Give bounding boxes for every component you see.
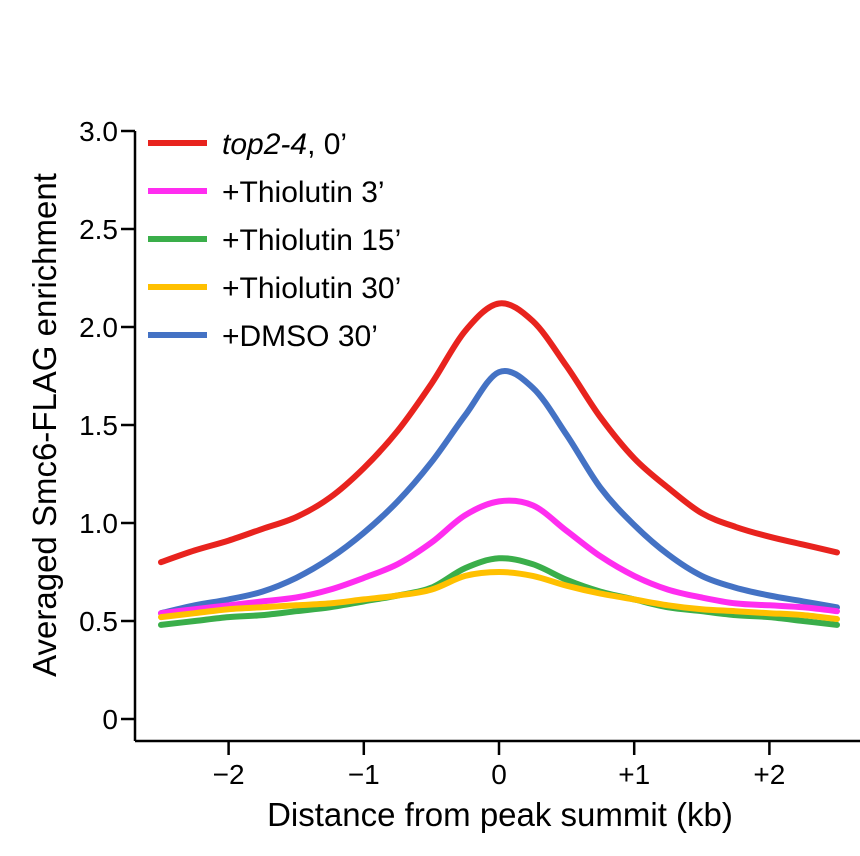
- series-line-dmso-30: [158, 368, 840, 617]
- series-line-top2-4-0: [158, 300, 840, 566]
- y-tick-label: 3.0: [79, 116, 118, 147]
- series-line-thiolutin-30: [158, 569, 840, 622]
- y-tick-label: 2.5: [79, 214, 118, 245]
- x-tick-label: +1: [618, 759, 650, 790]
- y-axis-title: Averaged Smc6-FLAG enrichment: [26, 173, 63, 677]
- legend-label: +Thiolutin 30’: [222, 272, 401, 305]
- x-tick-label: −1: [348, 759, 380, 790]
- series-line-thiolutin-3: [158, 497, 840, 617]
- legend-label: +DMSO 30’: [222, 320, 378, 353]
- series-layer: [158, 300, 840, 628]
- legend-entry: top2-4, 0’: [148, 128, 347, 161]
- legend-entry: +DMSO 30’: [148, 320, 378, 353]
- y-tick-label: 0: [102, 704, 118, 735]
- x-tick-label: 0: [491, 759, 507, 790]
- series-line-thiolutin-15: [158, 555, 840, 628]
- y-tick-label: 1.5: [79, 410, 118, 441]
- y-tick-label: 2.0: [79, 312, 118, 343]
- y-axis-ticks: 0 0.5 1.0 1.5 2.0 2.5 3.0: [79, 116, 135, 735]
- y-tick-label: 0.5: [79, 606, 118, 637]
- legend-entry: +Thiolutin 30’: [148, 272, 401, 305]
- y-tick-label: 1.0: [79, 508, 118, 539]
- legend-label: +Thiolutin 3’: [222, 176, 385, 209]
- x-axis-ticks: −2 −1 0 +1 +2: [213, 741, 785, 790]
- legend-label: top2-4, 0’: [222, 128, 347, 161]
- legend-entry: +Thiolutin 3’: [148, 176, 385, 209]
- legend: top2-4, 0’ +Thiolutin 3’ +Thiolutin 15’ +Th…: [148, 128, 401, 353]
- x-tick-label: +2: [753, 759, 785, 790]
- x-axis-title: Distance from peak summit (kb): [267, 796, 733, 833]
- x-tick-label: −2: [213, 759, 245, 790]
- legend-label: +Thiolutin 15’: [222, 224, 401, 257]
- legend-entry: +Thiolutin 15’: [148, 224, 401, 257]
